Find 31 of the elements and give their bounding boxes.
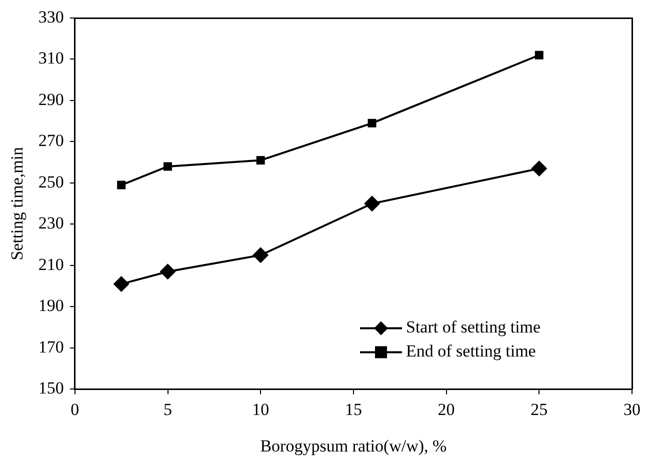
y-axis-title: Setting time,min — [8, 146, 27, 260]
point — [531, 160, 548, 177]
point — [117, 180, 126, 190]
point — [113, 276, 130, 292]
y-tick-label: 290 — [38, 90, 64, 109]
point — [160, 264, 176, 280]
x-tick-label: 0 — [70, 400, 80, 419]
x-tick-label: 5 — [164, 400, 172, 419]
y-tick-label: 330 — [38, 7, 64, 26]
point — [364, 196, 380, 212]
legend-label: End of setting time — [406, 342, 536, 361]
x-tick-label: 10 — [252, 400, 270, 419]
y-tick-label: 170 — [38, 337, 64, 356]
y-tick-label: 310 — [38, 48, 64, 68]
y-tick-label: 270 — [38, 131, 64, 150]
x-tick-label: 25 — [530, 400, 548, 419]
point — [252, 247, 269, 264]
x-axis-title: Borogypsum ratio(w/w), % — [260, 436, 447, 456]
legend-label: Start of setting time — [406, 318, 541, 337]
point — [164, 162, 172, 171]
x-tick-label: 20 — [438, 400, 455, 419]
point — [256, 156, 265, 165]
x-tick-label: 30 — [624, 400, 640, 419]
point — [368, 118, 376, 128]
y-tick-label: 210 — [38, 254, 64, 274]
y-tick-label: 190 — [38, 296, 64, 316]
y-tick-label: 230 — [38, 214, 64, 233]
y-tick-label: 250 — [38, 172, 64, 192]
y-tick-label: 150 — [38, 378, 64, 398]
point — [534, 50, 544, 60]
x-tick-label: 15 — [344, 400, 362, 419]
